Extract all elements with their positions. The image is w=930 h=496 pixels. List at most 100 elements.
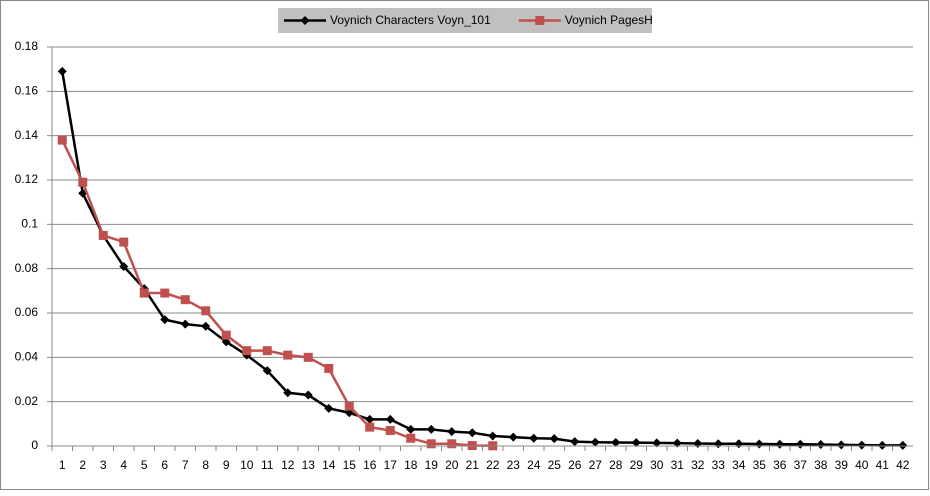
diamond-marker (385, 414, 395, 424)
x-tick-label: 14 (322, 458, 336, 472)
x-tick-label: 13 (302, 458, 316, 472)
x-tick-label: 18 (404, 458, 418, 472)
diamond-marker (570, 437, 580, 447)
y-tick-label: 0.1 (21, 217, 38, 231)
y-tick-label: 0.04 (15, 350, 39, 364)
square-marker (119, 237, 129, 247)
square-marker (201, 306, 211, 316)
diamond-marker (426, 424, 436, 434)
x-tick-label: 9 (223, 458, 230, 472)
square-marker (447, 439, 457, 449)
x-tick-label: 5 (141, 458, 148, 472)
legend-box (278, 8, 652, 33)
diamond-marker (467, 428, 477, 438)
square-marker (385, 425, 395, 435)
x-tick-label: 32 (691, 458, 705, 472)
x-tick-label: 6 (161, 458, 168, 472)
x-tick-label: 33 (712, 458, 726, 472)
x-tick-label: 2 (79, 458, 86, 472)
square-marker (324, 363, 334, 373)
y-tick-label: 0 (31, 438, 38, 452)
y-tick-label: 0.16 (15, 84, 39, 98)
diamond-marker (160, 315, 170, 325)
x-tick-label: 37 (794, 458, 808, 472)
diamond-marker (529, 433, 539, 443)
diamond-marker (590, 437, 600, 447)
x-tick-label: 39 (835, 458, 849, 472)
diamond-marker (283, 388, 293, 398)
diamond-marker (365, 414, 375, 424)
x-tick-label: 10 (240, 458, 254, 472)
square-marker (262, 346, 272, 356)
square-marker (180, 295, 190, 305)
y-tick-label: 0.18 (15, 39, 39, 53)
diamond-marker (857, 440, 867, 450)
x-tick-label: 22 (486, 458, 500, 472)
x-tick-label: 40 (855, 458, 869, 472)
diamond-marker (877, 440, 887, 450)
diamond-marker (488, 431, 498, 441)
diamond-marker (836, 440, 846, 450)
x-tick-label: 29 (630, 458, 644, 472)
diamond-marker (180, 319, 190, 329)
diamond-marker (652, 438, 662, 448)
diamond-marker (57, 66, 67, 76)
square-marker (139, 288, 149, 298)
x-tick-label: 21 (466, 458, 480, 472)
diamond-marker (201, 321, 211, 331)
x-tick-label: 1 (59, 458, 66, 472)
diamond-marker (508, 432, 518, 442)
diamond-marker (816, 439, 826, 449)
x-tick-label: 36 (773, 458, 787, 472)
square-marker (160, 288, 170, 298)
diamond-marker (611, 437, 621, 447)
diamond-marker (119, 261, 129, 271)
square-marker (303, 352, 313, 362)
x-tick-label: 26 (568, 458, 582, 472)
x-tick-label: 4 (120, 458, 127, 472)
series-line (61, 139, 493, 448)
y-tick-label: 0.06 (15, 305, 39, 319)
square-marker (535, 16, 545, 25)
square-marker (98, 230, 108, 240)
diamond-marker (631, 438, 641, 448)
x-tick-label: 34 (732, 458, 746, 472)
square-marker (283, 350, 293, 360)
diamond-marker (549, 434, 559, 444)
x-tick-label: 42 (896, 458, 910, 472)
legend-label: Voynich PagesH (565, 13, 653, 27)
x-tick-label: 16 (363, 458, 377, 472)
diamond-marker (898, 440, 908, 450)
diamond-marker (300, 16, 310, 25)
x-tick-label: 30 (650, 458, 664, 472)
x-tick-label: 27 (589, 458, 603, 472)
x-tick-label: 11 (261, 458, 274, 472)
square-marker (344, 401, 354, 411)
x-tick-label: 15 (343, 458, 357, 472)
diamond-marker (447, 427, 457, 437)
square-marker (365, 422, 375, 432)
y-tick-label: 0.14 (15, 128, 39, 142)
square-marker (78, 177, 88, 187)
square-marker (242, 346, 252, 356)
y-tick-label: 0.02 (15, 394, 39, 408)
diamond-marker (303, 390, 313, 400)
x-tick-label: 8 (202, 458, 209, 472)
x-tick-label: 3 (100, 458, 107, 472)
diamond-marker (672, 438, 682, 448)
diamond-marker (406, 424, 416, 434)
x-tick-label: 41 (876, 458, 890, 472)
y-tick-label: 0.12 (15, 172, 39, 186)
x-tick-label: 31 (671, 458, 685, 472)
x-tick-label: 25 (548, 458, 562, 472)
x-tick-label: 28 (609, 458, 623, 472)
square-marker (426, 439, 436, 449)
x-tick-label: 24 (527, 458, 541, 472)
square-marker (406, 433, 416, 443)
x-tick-label: 17 (384, 458, 398, 472)
x-tick-label: 19 (425, 458, 439, 472)
x-tick-label: 35 (753, 458, 767, 472)
square-marker (57, 135, 67, 145)
